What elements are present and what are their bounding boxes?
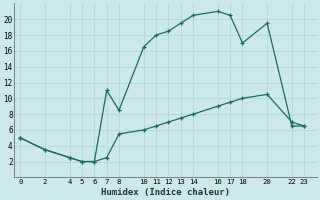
X-axis label: Humidex (Indice chaleur): Humidex (Indice chaleur) [101,188,230,197]
